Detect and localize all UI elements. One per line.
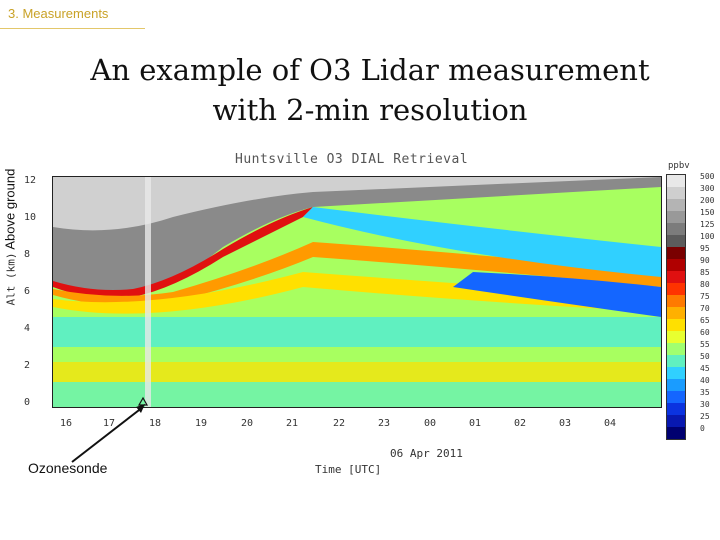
- x-tick-03: 03: [559, 418, 572, 429]
- y-tick-8: 8: [24, 249, 31, 260]
- colorbar-swatch: [667, 187, 685, 199]
- colorbar-swatch: [667, 415, 685, 427]
- date-label: 06 Apr 2011: [390, 447, 463, 460]
- colorbar-swatch: [667, 343, 685, 355]
- colorbar-label: 40: [700, 376, 710, 385]
- x-tick-04: 04: [604, 418, 617, 429]
- plot-title: Huntsville O3 DIAL Retrieval: [235, 152, 469, 167]
- section-rule: [0, 28, 145, 29]
- colorbar-label: 150: [700, 208, 715, 217]
- x-tick-01: 01: [469, 418, 482, 429]
- colorbar-swatch: [667, 223, 685, 235]
- lidar-curtain: [53, 177, 661, 407]
- colorbar-swatch: [667, 211, 685, 223]
- title-line-2: with 2-min resolution: [212, 93, 528, 127]
- colorbar-swatch: [667, 319, 685, 331]
- colorbar-unit: ppbv: [668, 161, 690, 171]
- colorbar-label: 70: [700, 304, 710, 313]
- band-surface-yellow: [53, 362, 661, 382]
- x-tick-20: 20: [241, 418, 254, 429]
- colorbar-label: 125: [700, 220, 715, 229]
- colorbar-swatch: [667, 367, 685, 379]
- lidar-plot: [52, 176, 662, 408]
- y-tick-0: 0: [24, 397, 31, 408]
- colorbar-swatch: [667, 427, 685, 439]
- y-tick-12: 12: [24, 175, 37, 186]
- section-label: 3. Measurements: [8, 6, 109, 21]
- colorbar-swatch: [667, 283, 685, 295]
- sonde-gap: [145, 177, 151, 407]
- colorbar-swatch: [667, 403, 685, 415]
- band-red-tropopause: [53, 207, 313, 299]
- colorbar-label: 95: [700, 244, 710, 253]
- x-tick-23: 23: [378, 418, 391, 429]
- band-cyan: [53, 317, 661, 347]
- colorbar-swatch: [667, 295, 685, 307]
- colorbar-label: 300: [700, 184, 715, 193]
- band-blue-mid: [303, 207, 661, 277]
- x-tick-17: 17: [103, 418, 116, 429]
- band-blue-deep: [453, 272, 661, 317]
- y-tick-2: 2: [24, 360, 31, 371]
- colorbar-swatch: [667, 175, 685, 187]
- slide-title: An example of O3 Lidar measurement with …: [40, 50, 700, 130]
- x-tick-16: 16: [60, 418, 73, 429]
- x-tick-19: 19: [195, 418, 208, 429]
- y-tick-6: 6: [24, 286, 31, 297]
- colorbar-label: 75: [700, 292, 710, 301]
- y-tick-10: 10: [24, 212, 37, 223]
- colorbar-swatch: [667, 199, 685, 211]
- colorbar-label: 0: [700, 424, 705, 433]
- colorbar-swatch: [667, 331, 685, 343]
- time-axis-label: Time [UTC]: [315, 463, 382, 476]
- band-gray-light: [53, 177, 661, 231]
- title-line-1: An example of O3 Lidar measurement: [90, 53, 650, 87]
- colorbar-label: 30: [700, 400, 710, 409]
- colorbar-label: 60: [700, 328, 710, 337]
- colorbar-label: 500: [700, 172, 715, 181]
- colorbar-swatch: [667, 307, 685, 319]
- band-surface-cyan: [53, 382, 661, 407]
- x-tick-02: 02: [514, 418, 527, 429]
- colorbar-label: 100: [700, 232, 715, 241]
- x-tick-00: 00: [424, 418, 437, 429]
- x-tick-22: 22: [333, 418, 346, 429]
- x-tick-18: 18: [149, 418, 162, 429]
- colorbar-swatch: [667, 271, 685, 283]
- colorbar-label: 35: [700, 388, 710, 397]
- colorbar-label: 65: [700, 316, 710, 325]
- colorbar-swatch: [667, 235, 685, 247]
- ozonesonde-label: Ozonesonde: [28, 460, 108, 476]
- band-yellow: [53, 272, 661, 314]
- colorbar-label: 85: [700, 268, 710, 277]
- colorbar-label: 90: [700, 256, 710, 265]
- colorbar-swatch: [667, 355, 685, 367]
- y-tick-4: 4: [24, 323, 31, 334]
- colorbar-swatch: [667, 379, 685, 391]
- sonde-marker-icon: [137, 396, 149, 406]
- colorbar-swatch: [667, 391, 685, 403]
- colorbar-label: 55: [700, 340, 710, 349]
- colorbar-label: 45: [700, 364, 710, 373]
- colorbar-label: 25: [700, 412, 710, 421]
- colorbar-swatch: [667, 259, 685, 271]
- colorbar-label: 80: [700, 280, 710, 289]
- colorbar-swatch: [667, 247, 685, 259]
- colorbar: [666, 174, 686, 440]
- colorbar-label: 200: [700, 196, 715, 205]
- x-tick-21: 21: [286, 418, 299, 429]
- colorbar-label: 50: [700, 352, 710, 361]
